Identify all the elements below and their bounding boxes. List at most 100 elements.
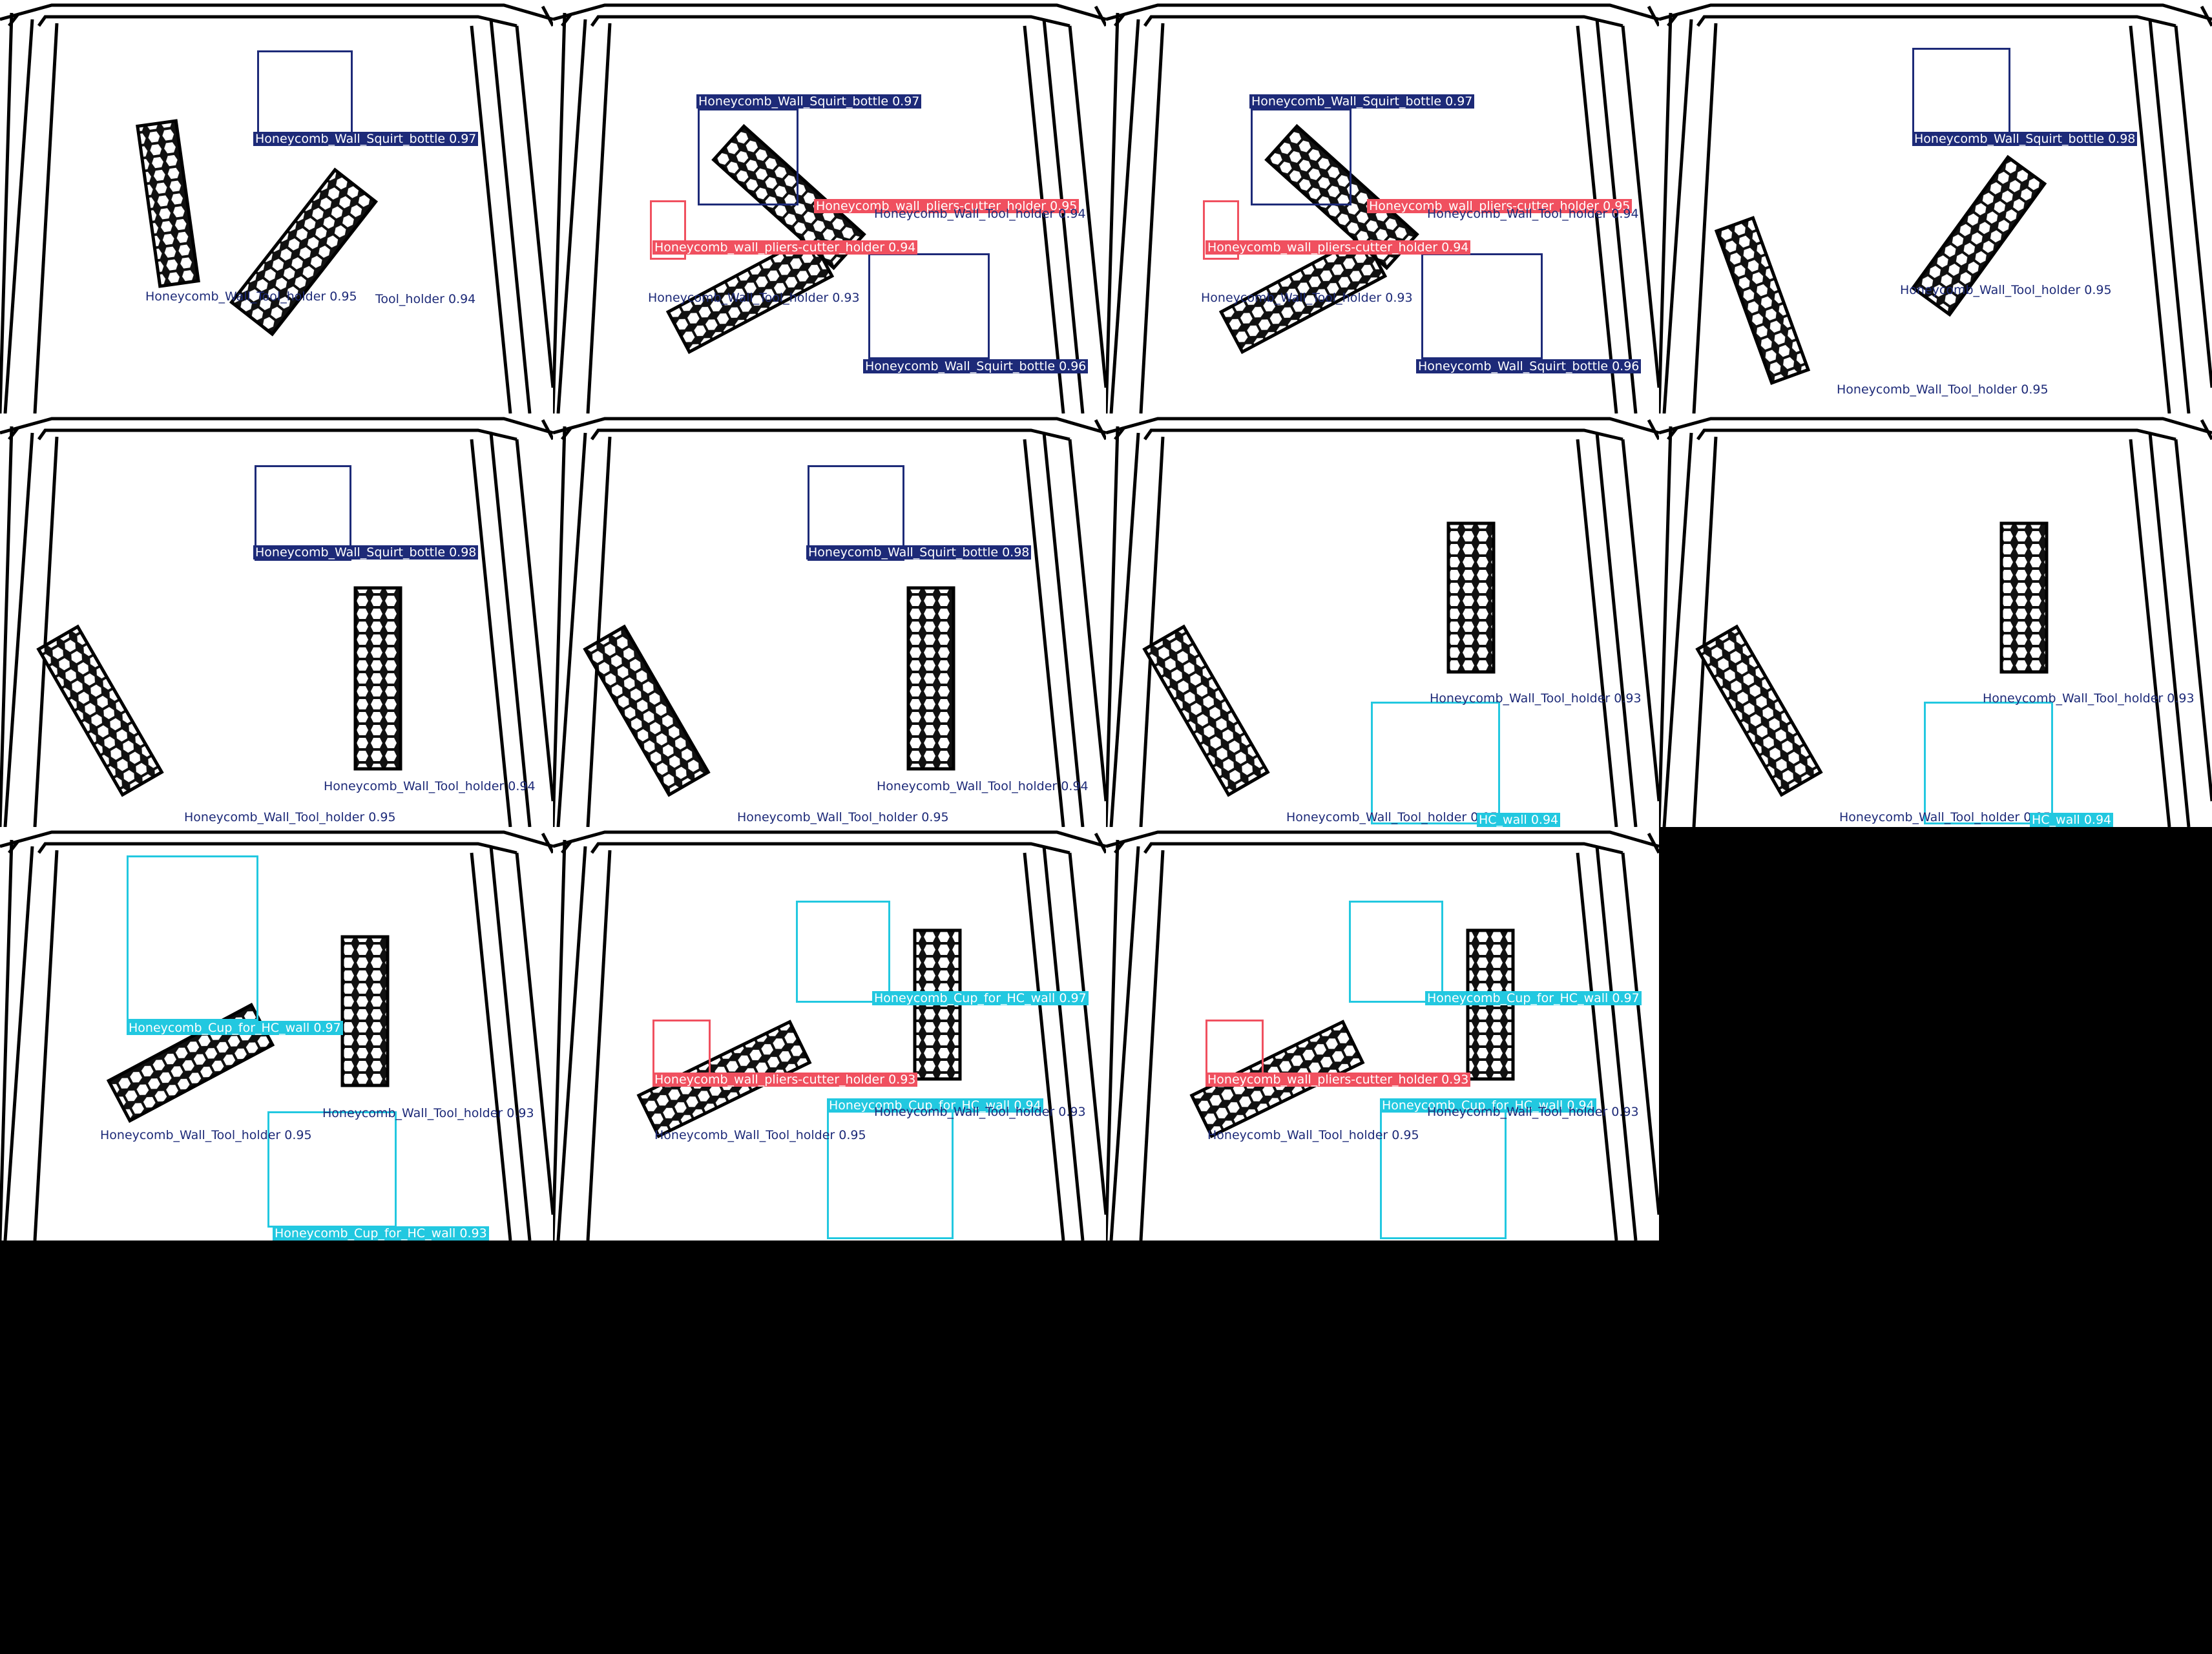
tray-edge	[1094, 832, 1106, 854]
bounding-box	[868, 253, 990, 359]
tray-edge	[541, 5, 553, 27]
honeycomb-panel	[1999, 521, 2049, 674]
tray-edge	[1114, 13, 1125, 27]
tray-edge	[1667, 426, 1678, 441]
tray-edge	[2129, 25, 2171, 414]
scene-sketch	[1106, 3, 1659, 414]
tray-edge	[0, 12, 14, 414]
tray-edge	[1068, 439, 1106, 802]
honeycomb-panel	[36, 624, 164, 797]
tray-edge	[1139, 23, 1165, 414]
bounding-box	[255, 465, 351, 561]
detection-label: Honeycomb_Wall_Squirt_bottle 0.97	[1249, 94, 1475, 109]
tray-edge	[586, 23, 612, 414]
tray-edge	[0, 426, 14, 827]
detection-tile: Honeycomb_Cup_for_HC_wall 0.97 Honeycomb_…	[0, 827, 553, 1240]
detection-label: Honeycomb_Wall_Tool_holder 0.95	[145, 289, 357, 304]
detection-label: Honeycomb_Wall_Tool_holder 0.93	[874, 1105, 1086, 1119]
detection-label: Honeycomb_Cup_for_HC_wall 0.94	[827, 1098, 1043, 1113]
tray-edge	[0, 3, 553, 21]
tray-edge	[1696, 428, 2176, 441]
detection-label: Honeycomb_Wall_Tool_holder 0.95	[100, 1128, 312, 1142]
tray-edge	[1114, 426, 1125, 441]
tray-edge	[1692, 23, 1718, 414]
bounding-box	[1380, 1105, 1507, 1239]
bounding-box	[698, 109, 798, 205]
tray-edge	[1068, 852, 1106, 1215]
detection-label: Honeycomb_Wall_Tool_holder 0.95	[184, 810, 396, 824]
tray-edge	[561, 426, 572, 441]
tray-edge	[1667, 13, 1678, 27]
detection-label: Honeycomb_Wall_Tool_holder 0.95	[737, 810, 949, 824]
tray-edge	[2174, 25, 2212, 388]
tray-edge	[1143, 15, 1623, 28]
tray-edge	[1576, 25, 1618, 414]
detection-label: Honeycomb_Cup_for_HC_wall 0.94	[1380, 1098, 1596, 1113]
bounding-box	[1912, 48, 2010, 143]
tray-edge	[0, 839, 14, 1240]
tray-edge	[541, 419, 553, 441]
tray-edge	[1143, 428, 1623, 441]
detection-tile: Honeycomb_Wall_Squirt_bottle 0.97 Honeyco…	[0, 0, 553, 414]
tray-edge	[1647, 5, 1659, 27]
tray-edge	[590, 428, 1070, 441]
tray-edge	[1139, 436, 1165, 827]
scene-sketch	[1106, 417, 1659, 827]
detection-label: Honeycomb_Wall_Tool_holder 0.93	[322, 1106, 534, 1120]
detection-tile: Honeycomb_Wall_Tool_holder 0.93 Honeycomb…	[1659, 414, 2212, 827]
tray-edge	[1106, 839, 1120, 1240]
detection-label: Honeycomb_Wall_Squirt_bottle 0.98	[1912, 132, 2138, 146]
tray-edge	[2129, 439, 2171, 827]
tray-edge	[1068, 25, 1106, 388]
bounding-box	[808, 465, 904, 561]
detection-label: Honeycomb_Wall_Tool_holder 0.93	[1983, 691, 2195, 706]
tray-edge	[3, 432, 34, 827]
tray-edge	[1621, 439, 1659, 802]
detection-tile: Honeycomb_Wall_Squirt_bottle 0.98 Honeyco…	[553, 414, 1106, 827]
tray-edge	[2174, 439, 2212, 802]
tray-edge	[1042, 432, 1085, 827]
honeycomb-panel	[906, 586, 955, 771]
detection-label: Honeycomb_Cup_for_HC_wall 0.97	[872, 991, 1089, 1005]
tray-edge	[561, 840, 572, 854]
detection-tile: Honeycomb_Wall_Squirt_bottle 0.97 Honeyco…	[1106, 0, 1659, 414]
tray-edge	[515, 25, 553, 388]
tray-edge	[1023, 852, 1065, 1240]
detection-tile: Honeycomb_Cup_for_HC_wall 0.97 Honeycomb_…	[1106, 827, 1659, 1240]
bounding-box	[1924, 702, 2053, 824]
detection-label: Honeycomb_wall_pliers-cutter_holder 0.94	[1205, 240, 1471, 255]
tray-edge	[1106, 3, 1659, 21]
tray-edge	[2200, 419, 2212, 441]
detection-label: Honeycomb_Wall_Tool_holder 0.93	[1427, 1105, 1639, 1119]
detection-label: Honeycomb_Wall_Tool_holder 0.94	[874, 207, 1086, 221]
detection-label: Honeycomb_wall_pliers-cutter_holder 0.95	[1367, 199, 1633, 213]
detection-label: Honeycomb_Wall_Squirt_bottle 0.96	[863, 359, 1089, 373]
tray-edge	[1139, 850, 1165, 1240]
tray-edge	[1114, 840, 1125, 854]
tray-edge	[1576, 439, 1618, 827]
detection-label: Honeycomb_Wall_Tool_holder 0.94	[1427, 207, 1639, 221]
bounding-box	[1251, 109, 1351, 205]
detection-label: Honeycomb_Wall_Tool_holder 0.95	[1839, 810, 2051, 824]
tray-edge	[37, 842, 517, 855]
detection-label: Tool_holder 0.94	[375, 292, 476, 306]
tray-edge	[1576, 852, 1618, 1240]
tray-edge	[556, 432, 587, 827]
tray-edge	[553, 12, 567, 414]
tray-edge	[541, 832, 553, 854]
tray-edge	[1647, 419, 1659, 441]
tray-edge	[33, 850, 59, 1240]
scene-sketch	[553, 417, 1106, 827]
tray-edge	[1106, 417, 1659, 435]
tray-edge	[1595, 846, 1638, 1240]
tray-edge	[553, 839, 567, 1240]
detection-label: Honeycomb_Wall_Tool_holder 0.95	[1837, 382, 2049, 397]
tray-edge	[1621, 25, 1659, 388]
bounding-box	[1421, 253, 1543, 359]
tray-edge	[1696, 15, 2176, 28]
tray-edge	[586, 850, 612, 1240]
tray-edge	[1094, 419, 1106, 441]
honeycomb-panel	[583, 624, 711, 797]
bounding-box	[127, 855, 258, 1021]
tray-edge	[553, 830, 1106, 848]
